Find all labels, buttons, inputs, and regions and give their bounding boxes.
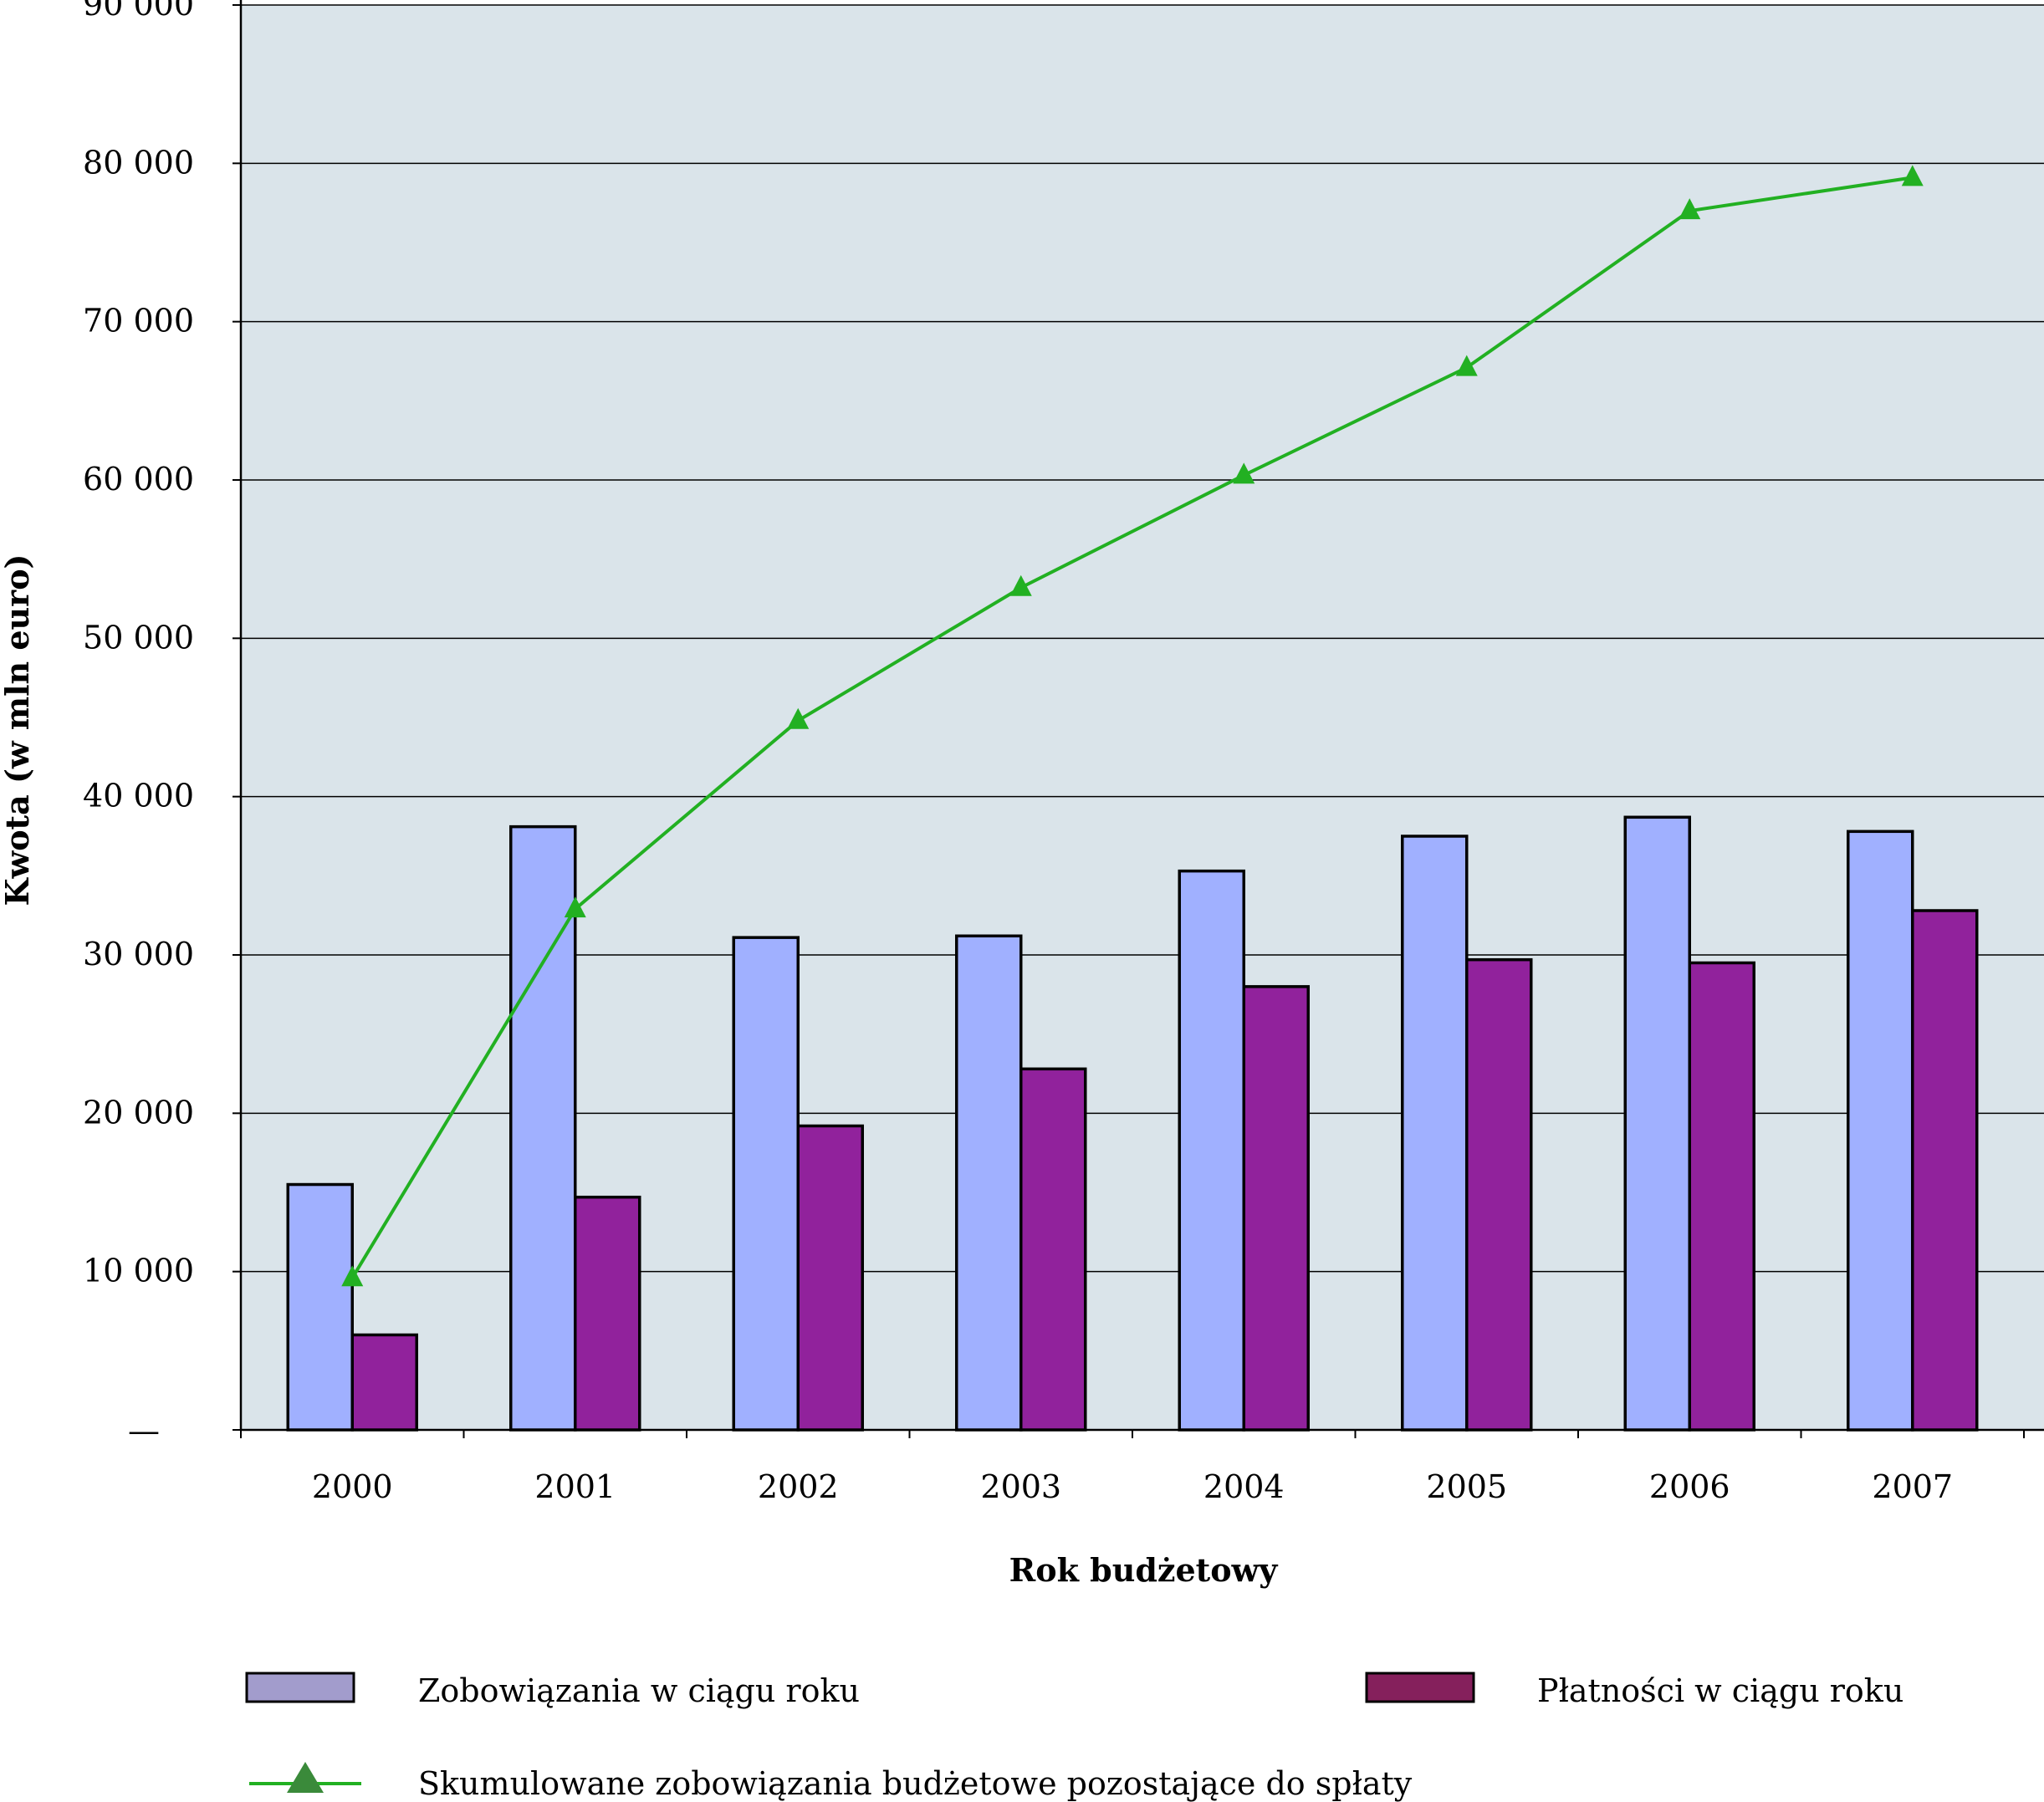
bar-payments — [350, 1333, 418, 1432]
y-tick-label: 40 000 — [83, 778, 194, 814]
x-tick-label: 2005 — [1426, 1468, 1507, 1505]
legend-swatch-commitments — [245, 1672, 355, 1703]
x-axis-title: Rok budżetowy — [1009, 1551, 1279, 1589]
y-tick-label: 70 000 — [83, 303, 194, 339]
x-tick-label: 2000 — [312, 1468, 393, 1505]
bar-payments — [1688, 961, 1755, 1432]
legend-marker-cumulative — [287, 1762, 324, 1793]
y-tick-label: 80 000 — [83, 144, 194, 181]
y-tick-labels: — 10 000 20 000 30 000 40 000 50 000 60 000 70 … — [83, 0, 194, 1449]
bar-payments — [1019, 1067, 1087, 1432]
line-cumulative — [350, 176, 1914, 1279]
bar-payments — [1465, 957, 1533, 1432]
x-tick-label: 2001 — [534, 1468, 616, 1505]
line-marker — [1901, 165, 1924, 186]
y-tick-label: — — [128, 1412, 160, 1449]
y-tick-label: 30 000 — [83, 936, 194, 972]
line-marker — [1009, 574, 1032, 596]
y-tick-label: 20 000 — [83, 1094, 194, 1131]
bar-commitments — [1401, 835, 1469, 1432]
line-marker — [564, 896, 586, 918]
bar-commitments — [1178, 869, 1245, 1432]
bars — [286, 815, 1979, 1432]
line-marker — [1233, 462, 1255, 484]
legend-label-payments: Płatności w ciągu roku — [1537, 1672, 1903, 1709]
bar-payments — [796, 1124, 864, 1432]
y-tick-label: 10 000 — [83, 1253, 194, 1289]
bar-commitments — [732, 936, 800, 1432]
line-marker — [787, 707, 810, 729]
x-tick-label: 2004 — [1203, 1468, 1285, 1505]
bar-payments — [574, 1195, 641, 1432]
legend-label-cumulative: Skumulowane zobowiązania budżetowe pozos… — [418, 1765, 1413, 1802]
y-tick-label: 50 000 — [83, 619, 194, 656]
x-tick-label: 2003 — [980, 1468, 1061, 1505]
bar-payments — [1911, 909, 1979, 1432]
line-marker — [341, 1265, 364, 1287]
y-tick-label: 60 000 — [83, 461, 194, 498]
legend-swatch-payments — [1365, 1672, 1475, 1703]
bar-commitments — [955, 934, 1023, 1432]
legend-label-commitments: Zobowiązania w ciągu roku — [418, 1672, 860, 1709]
line-marker — [1679, 198, 1701, 220]
x-tick-labels: 2000 2001 2002 2003 2004 2005 2006 2007 — [312, 1468, 1953, 1505]
bar-commitments — [1623, 815, 1691, 1432]
x-tick-label: 2006 — [1649, 1468, 1730, 1505]
bar-commitments — [286, 1182, 354, 1432]
x-tick-label: 2007 — [1872, 1468, 1953, 1505]
bar-commitments — [1847, 830, 1914, 1432]
bar-payments — [1242, 985, 1310, 1432]
line-marker — [1455, 355, 1478, 376]
axes — [233, 0, 2044, 1438]
cumulative-line — [341, 165, 1924, 1287]
legend: Zobowiązania w ciągu roku Płatności w ci… — [245, 1672, 1903, 1802]
x-tick-label: 2002 — [758, 1468, 839, 1505]
y-tick-label: 90 000 — [83, 0, 194, 23]
y-axis-title: Kwota (w mln euro) — [0, 554, 36, 906]
